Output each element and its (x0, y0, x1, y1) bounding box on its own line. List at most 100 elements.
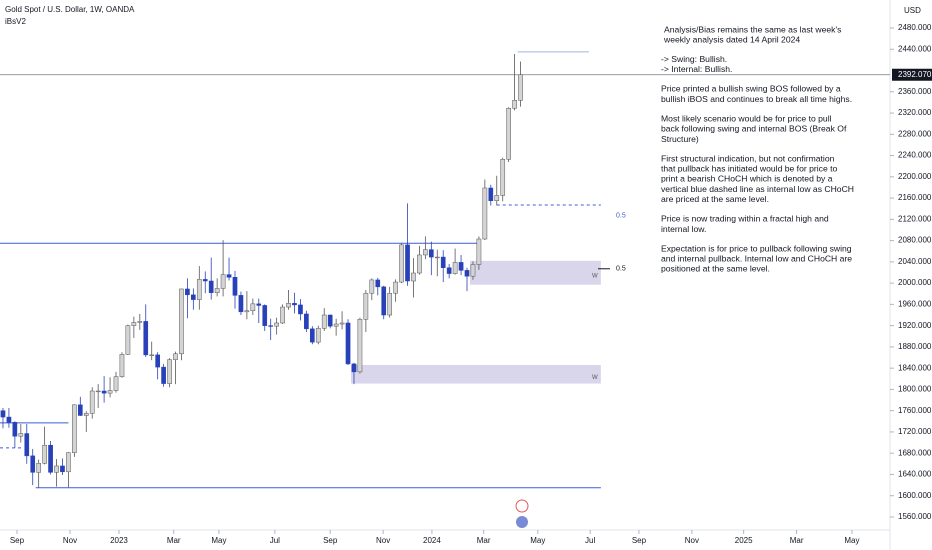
y-tick-label: 2280.000 (898, 129, 932, 138)
x-tick-label: Jul (270, 536, 280, 545)
x-tick-label: Mar (477, 536, 491, 545)
y-axis-label: USD (904, 6, 921, 15)
annotation-line: -> Internal: Bullish. (661, 64, 732, 74)
candle-body (357, 319, 363, 373)
candle-body (131, 322, 137, 326)
y-tick-label: 1720.000 (898, 427, 932, 436)
candle-body (327, 314, 333, 327)
x-tick-label: Jul (585, 536, 595, 545)
annotation-line: Analysis/Bias remains the same as last w… (664, 24, 841, 34)
y-tick-label: 1680.000 (898, 448, 932, 457)
y-tick-label: 1840.000 (898, 363, 932, 372)
x-tick-label: May (211, 536, 226, 545)
x-tick-label: May (844, 536, 859, 545)
annotation-line: internal low. (661, 224, 706, 234)
candle-body (417, 254, 422, 274)
annotation-line: Most likely scenario would be for price … (661, 113, 832, 123)
x-tick-label: Sep (323, 536, 338, 545)
candle-body (345, 322, 351, 365)
y-tick-label: 1920.000 (898, 321, 932, 330)
candle-body (363, 292, 369, 320)
candle-body (256, 303, 262, 306)
annotation-line: print a bearish CHoCH which is denoted b… (661, 174, 833, 184)
candle-body (405, 244, 410, 282)
candle-body (452, 262, 458, 274)
x-tick-label: 2024 (423, 536, 441, 545)
candle-body (161, 366, 166, 384)
y-tick-label: 1960.000 (898, 299, 932, 308)
y-tick-label: 1880.000 (898, 342, 932, 351)
candle-body (411, 272, 416, 282)
candle-body (149, 354, 155, 356)
candle-body (143, 321, 149, 356)
candle-body (95, 390, 101, 393)
x-tick-label: Nov (376, 536, 390, 545)
candle-body (268, 325, 274, 327)
candle-body (298, 304, 303, 315)
x-tick-label: Sep (10, 536, 25, 545)
x-tick-label: Sep (632, 536, 647, 545)
y-tick-label: 2240.000 (898, 151, 932, 160)
candle-body (72, 404, 77, 453)
candle-body (369, 279, 375, 294)
candle-body (36, 463, 42, 473)
y-tick-label: 2120.000 (898, 214, 932, 223)
annotation-line: Structure) (661, 134, 699, 144)
icons (515, 499, 529, 528)
y-tick-label: 2440.000 (898, 44, 932, 53)
candle-body (446, 267, 452, 274)
annotation-line: Price is now trading within a fractal hi… (661, 214, 829, 224)
annotation-line: vertical blue dashed line as internal lo… (661, 184, 854, 194)
zone (351, 364, 601, 384)
candle-body (470, 264, 476, 277)
y-tick-label: 1560.000 (898, 512, 932, 521)
annotation-line: bullish iBOS and continues to break all … (661, 94, 852, 104)
fib-label: 0.5 (616, 212, 626, 219)
y-tick-label: 2200.000 (898, 172, 932, 181)
candle-body (250, 303, 256, 312)
candle-body (315, 328, 321, 343)
candle-body (423, 249, 428, 256)
candle-body (125, 325, 131, 355)
x-tick-label: Nov (685, 536, 699, 545)
y-tick-label: 2480.000 (898, 23, 932, 32)
candle-body (208, 280, 214, 293)
candle-body (434, 256, 440, 259)
zone-label: W (592, 273, 598, 279)
candle-body (12, 422, 18, 437)
candle-body (375, 279, 381, 288)
candle-body (6, 416, 12, 423)
zone (469, 260, 601, 285)
candle-body (155, 354, 160, 368)
candle-body (196, 279, 202, 300)
candle-body (310, 328, 315, 343)
chart-title: Gold Spot / U.S. Dollar, 1W, OANDA (5, 5, 135, 14)
y-tick-label: 2320.000 (898, 108, 932, 117)
zone-label: W (592, 375, 598, 381)
candle-body (137, 321, 143, 323)
x-tick-label: Nov (63, 536, 77, 545)
candle-body (48, 444, 53, 473)
candle-body (339, 322, 345, 325)
candle-body (292, 303, 297, 306)
candle-body (399, 244, 404, 283)
candle-body (101, 390, 107, 394)
candle-body (262, 305, 268, 326)
price-tag-label: 2392.070 (898, 70, 932, 79)
candle-body (18, 433, 24, 437)
indicator-name: iBsV2 (5, 17, 26, 26)
candle-body (351, 363, 357, 373)
x-tick-label: 2025 (735, 536, 753, 545)
candle-body (113, 376, 119, 391)
candle-body (518, 74, 523, 101)
annotation-line: and internal pullback. Internal low and … (661, 253, 852, 263)
x-tick-label: Mar (790, 536, 804, 545)
candle-body (42, 444, 47, 464)
x-tick-label: Mar (167, 536, 181, 545)
candle-body (185, 288, 190, 296)
candle-body (476, 238, 482, 265)
y-tick-label: 1800.000 (898, 385, 932, 394)
annotation-line: that pullback has initiated would be for… (661, 163, 837, 173)
candle-body (173, 353, 178, 360)
